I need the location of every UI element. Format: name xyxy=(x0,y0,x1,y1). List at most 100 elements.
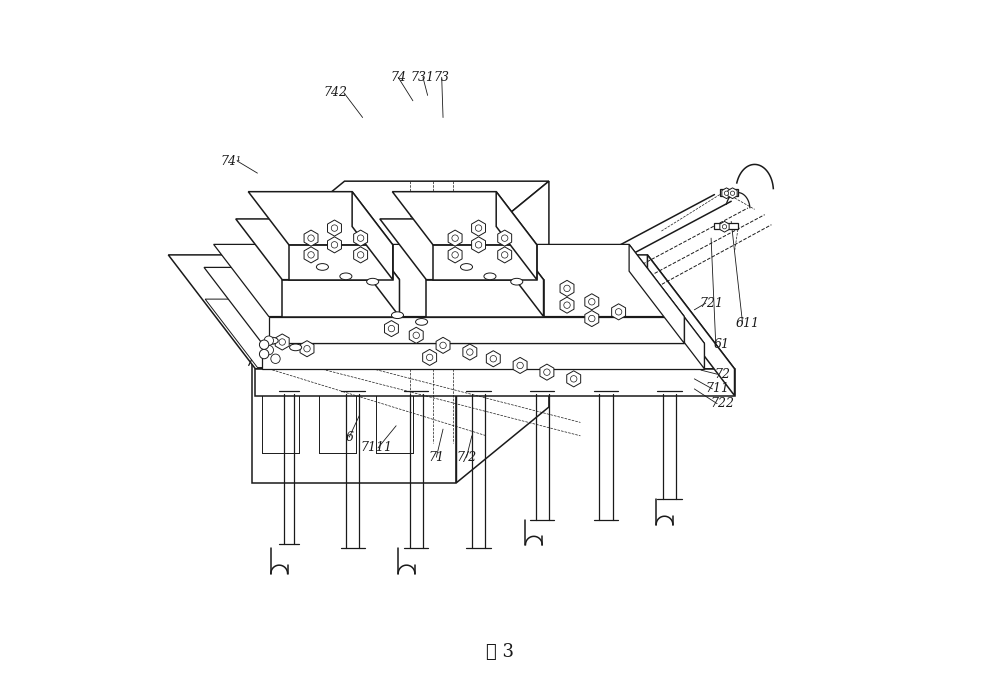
Text: 72: 72 xyxy=(714,368,730,381)
Polygon shape xyxy=(269,317,684,343)
Text: 61: 61 xyxy=(713,338,729,351)
Circle shape xyxy=(564,302,570,308)
Text: 74¹: 74¹ xyxy=(220,155,241,168)
Polygon shape xyxy=(722,188,731,198)
Polygon shape xyxy=(255,369,735,395)
Text: 图 3: 图 3 xyxy=(486,642,514,661)
Text: 74: 74 xyxy=(390,71,406,84)
Ellipse shape xyxy=(340,273,352,280)
Polygon shape xyxy=(472,237,486,253)
Polygon shape xyxy=(168,255,735,369)
Circle shape xyxy=(722,224,727,229)
Polygon shape xyxy=(456,181,549,483)
Polygon shape xyxy=(567,371,581,387)
Polygon shape xyxy=(300,341,314,357)
Circle shape xyxy=(570,376,577,382)
Polygon shape xyxy=(352,192,393,280)
Circle shape xyxy=(413,332,419,339)
Circle shape xyxy=(730,191,735,196)
Text: 722: 722 xyxy=(710,397,734,410)
Circle shape xyxy=(517,363,523,369)
Polygon shape xyxy=(720,222,729,232)
Polygon shape xyxy=(585,293,599,310)
Polygon shape xyxy=(392,192,537,245)
Polygon shape xyxy=(486,351,500,367)
Polygon shape xyxy=(252,257,456,483)
Polygon shape xyxy=(513,358,527,373)
Circle shape xyxy=(340,205,352,218)
Text: 742: 742 xyxy=(324,86,348,99)
Circle shape xyxy=(475,241,482,248)
Polygon shape xyxy=(328,220,341,236)
Circle shape xyxy=(440,342,446,349)
Polygon shape xyxy=(354,247,368,263)
Text: 7111: 7111 xyxy=(360,441,392,454)
Polygon shape xyxy=(252,181,549,257)
Polygon shape xyxy=(328,237,341,253)
Text: 611: 611 xyxy=(736,317,760,330)
Text: 711: 711 xyxy=(706,382,730,395)
Ellipse shape xyxy=(290,344,302,351)
Polygon shape xyxy=(714,223,738,229)
Ellipse shape xyxy=(391,312,404,319)
Text: 721: 721 xyxy=(699,297,723,310)
Polygon shape xyxy=(496,192,537,280)
Text: 731: 731 xyxy=(411,71,435,84)
Polygon shape xyxy=(236,219,399,280)
Circle shape xyxy=(264,345,274,355)
Circle shape xyxy=(501,235,508,241)
Circle shape xyxy=(308,252,314,258)
Circle shape xyxy=(452,235,458,241)
Polygon shape xyxy=(433,245,537,280)
Polygon shape xyxy=(498,230,512,246)
Polygon shape xyxy=(647,255,735,395)
Polygon shape xyxy=(304,230,318,246)
Ellipse shape xyxy=(416,319,428,326)
Polygon shape xyxy=(463,344,477,360)
Circle shape xyxy=(426,354,433,360)
Polygon shape xyxy=(560,280,574,296)
Polygon shape xyxy=(728,188,737,198)
Polygon shape xyxy=(423,350,437,365)
Polygon shape xyxy=(289,245,393,280)
Text: 7/2: 7/2 xyxy=(456,451,477,464)
Polygon shape xyxy=(353,219,399,317)
Circle shape xyxy=(308,235,314,241)
Circle shape xyxy=(357,235,364,241)
Circle shape xyxy=(279,339,285,345)
Polygon shape xyxy=(248,192,393,245)
Polygon shape xyxy=(497,219,544,317)
Polygon shape xyxy=(498,247,512,263)
Polygon shape xyxy=(720,189,738,196)
Circle shape xyxy=(564,285,570,291)
Polygon shape xyxy=(612,304,626,320)
Circle shape xyxy=(259,350,269,358)
Circle shape xyxy=(357,252,364,258)
Polygon shape xyxy=(646,267,704,369)
Circle shape xyxy=(331,241,338,248)
Circle shape xyxy=(467,349,473,355)
Ellipse shape xyxy=(266,337,278,344)
Text: 71: 71 xyxy=(428,451,444,464)
Polygon shape xyxy=(384,321,398,337)
Circle shape xyxy=(724,191,729,196)
Polygon shape xyxy=(205,299,580,367)
Polygon shape xyxy=(426,280,544,317)
Circle shape xyxy=(388,326,395,332)
Circle shape xyxy=(271,354,280,363)
Ellipse shape xyxy=(511,278,523,285)
Circle shape xyxy=(589,299,595,305)
Polygon shape xyxy=(304,247,318,263)
Polygon shape xyxy=(436,337,450,354)
Polygon shape xyxy=(214,244,684,317)
Polygon shape xyxy=(560,297,574,313)
Polygon shape xyxy=(448,247,462,263)
Circle shape xyxy=(331,225,338,231)
Polygon shape xyxy=(275,334,289,350)
Circle shape xyxy=(259,340,269,350)
Polygon shape xyxy=(585,311,599,326)
Polygon shape xyxy=(540,364,554,380)
Circle shape xyxy=(544,369,550,376)
Polygon shape xyxy=(282,280,399,317)
Polygon shape xyxy=(262,343,704,369)
